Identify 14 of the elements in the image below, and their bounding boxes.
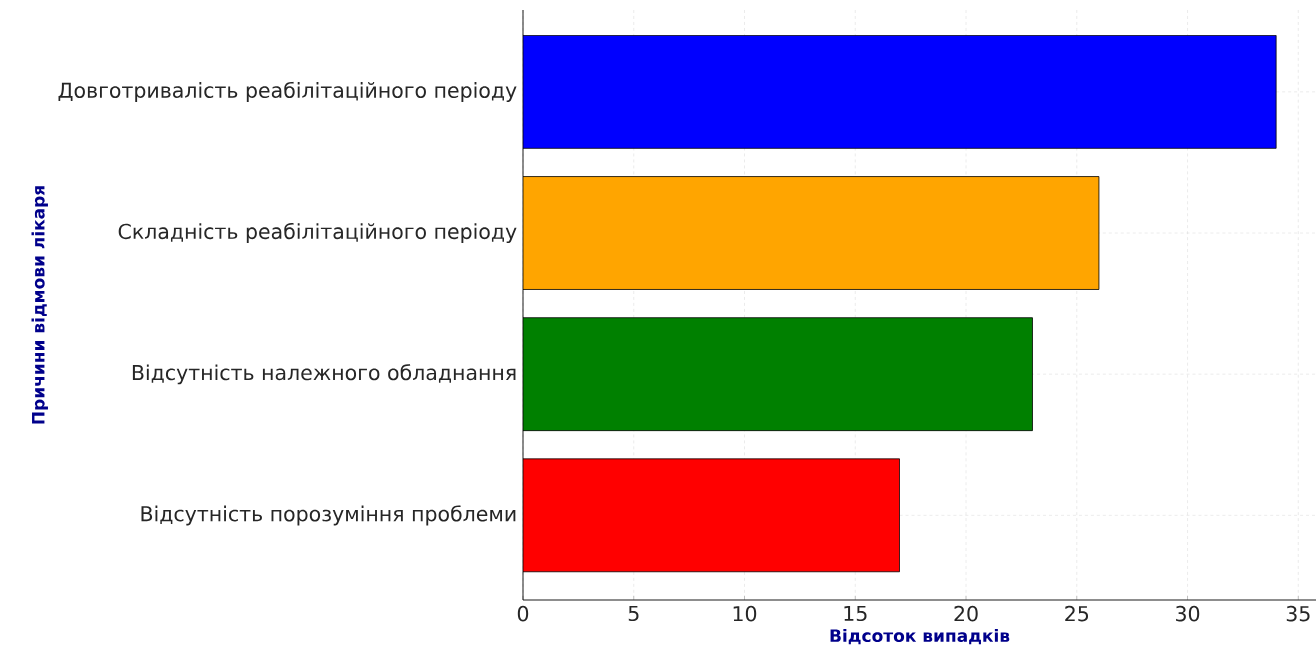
x-tick-label: 30 — [1176, 605, 1200, 622]
x-tick-label: 5 — [628, 605, 639, 622]
x-tick-label: 35 — [1286, 605, 1310, 622]
y-tick-label: Довготривалість реабілітаційного періоду — [58, 81, 517, 102]
x-tick-label: 10 — [733, 605, 757, 622]
x-tick-label: 0 — [517, 605, 529, 622]
y-axis-title: Причини відмови лікаря — [31, 186, 48, 424]
y-tick-label: Складність реабілітаційного періоду — [118, 222, 517, 244]
x-tick-label: 15 — [844, 605, 867, 622]
x-tick-label: 20 — [954, 605, 978, 622]
y-tick-label: Відсутність порозуміння проблеми — [141, 505, 516, 526]
x-axis-title: Відсоток випадків — [830, 628, 1010, 645]
y-tick-label: Відсутність належного обладнання — [132, 364, 516, 385]
x-tick-label: 25 — [1065, 605, 1089, 622]
